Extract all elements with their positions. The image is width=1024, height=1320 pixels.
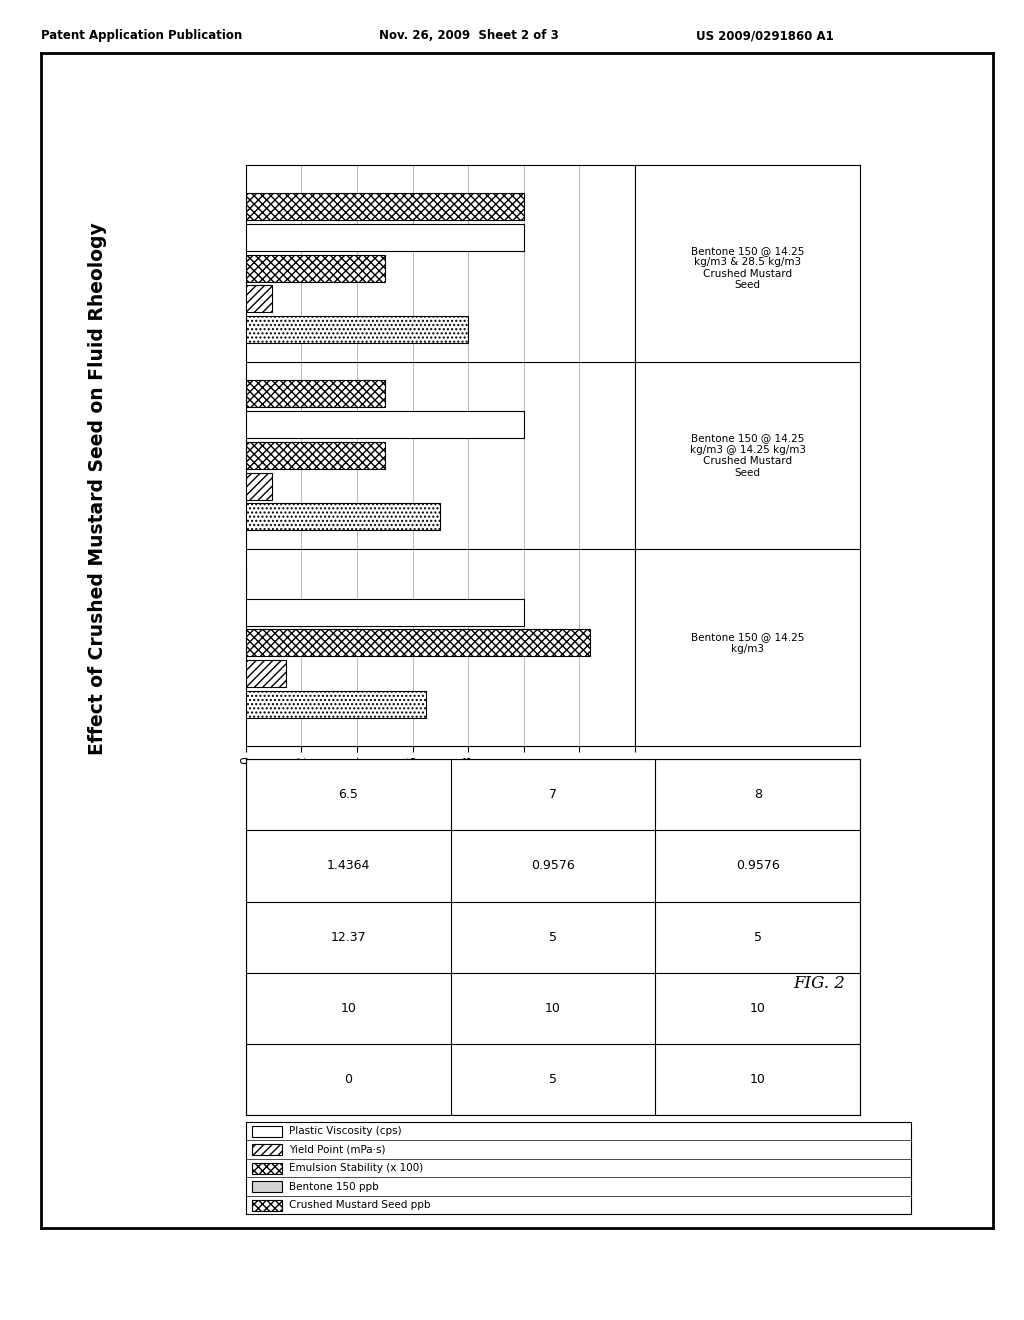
Bar	[246, 315, 468, 343]
Text: 5: 5	[549, 931, 557, 944]
Text: 0: 0	[344, 1073, 352, 1086]
Bar	[252, 1144, 283, 1155]
Text: 8: 8	[754, 788, 762, 801]
Text: Bentone 150 @ 14.25
kg/m3: Bentone 150 @ 14.25 kg/m3	[691, 632, 804, 653]
Text: Patent Application Publication: Patent Application Publication	[41, 29, 243, 42]
Text: Crushed Mustard Seed ppb: Crushed Mustard Seed ppb	[289, 1200, 430, 1210]
Text: 5: 5	[549, 1073, 557, 1086]
Text: 0.9576: 0.9576	[736, 859, 779, 873]
Text: Nov. 26, 2009  Sheet 2 of 3: Nov. 26, 2009 Sheet 2 of 3	[379, 29, 559, 42]
Text: FIG. 2: FIG. 2	[794, 975, 845, 991]
Bar	[252, 1126, 283, 1137]
Text: 10: 10	[545, 1002, 561, 1015]
Bar	[246, 255, 385, 281]
Text: 1.4364: 1.4364	[327, 859, 370, 873]
Bar	[246, 630, 590, 656]
Text: US 2009/0291860 A1: US 2009/0291860 A1	[696, 29, 835, 42]
Text: 12.37: 12.37	[331, 931, 366, 944]
Bar	[246, 503, 440, 531]
Text: Emulsion Stability (x 100): Emulsion Stability (x 100)	[289, 1163, 423, 1173]
Bar	[246, 442, 385, 469]
Text: Bentone 150 @ 14.25
kg/m3 & 28.5 kg/m3
Crushed Mustard
Seed: Bentone 150 @ 14.25 kg/m3 & 28.5 kg/m3 C…	[691, 246, 804, 290]
Text: Yield Point (mPa·s): Yield Point (mPa·s)	[289, 1144, 385, 1155]
Text: Bentone 150 ppb: Bentone 150 ppb	[289, 1181, 379, 1192]
Bar	[246, 660, 286, 686]
Text: 5: 5	[754, 931, 762, 944]
Text: 0.9576: 0.9576	[531, 859, 574, 873]
Bar	[252, 1181, 283, 1192]
Bar	[246, 193, 523, 220]
Text: 10: 10	[750, 1002, 766, 1015]
Bar	[246, 380, 385, 408]
Text: 10: 10	[750, 1073, 766, 1086]
Text: 6.5: 6.5	[338, 788, 358, 801]
Bar	[246, 411, 523, 438]
Text: 7: 7	[549, 788, 557, 801]
Bar	[246, 285, 272, 313]
Text: Plastic Viscosity (cps): Plastic Viscosity (cps)	[289, 1126, 401, 1137]
Text: Effect of Crushed Mustard Seed on Fluid Rheology: Effect of Crushed Mustard Seed on Fluid …	[88, 222, 106, 755]
Bar	[252, 1163, 283, 1173]
Bar	[246, 473, 272, 500]
Bar	[246, 690, 426, 718]
Text: Bentone 150 @ 14.25
kg/m3 @ 14.25 kg/m3
Crushed Mustard
Seed: Bentone 150 @ 14.25 kg/m3 @ 14.25 kg/m3 …	[689, 433, 806, 478]
Text: 10: 10	[340, 1002, 356, 1015]
Bar	[246, 598, 523, 626]
Bar	[246, 224, 523, 251]
Bar	[252, 1200, 283, 1210]
